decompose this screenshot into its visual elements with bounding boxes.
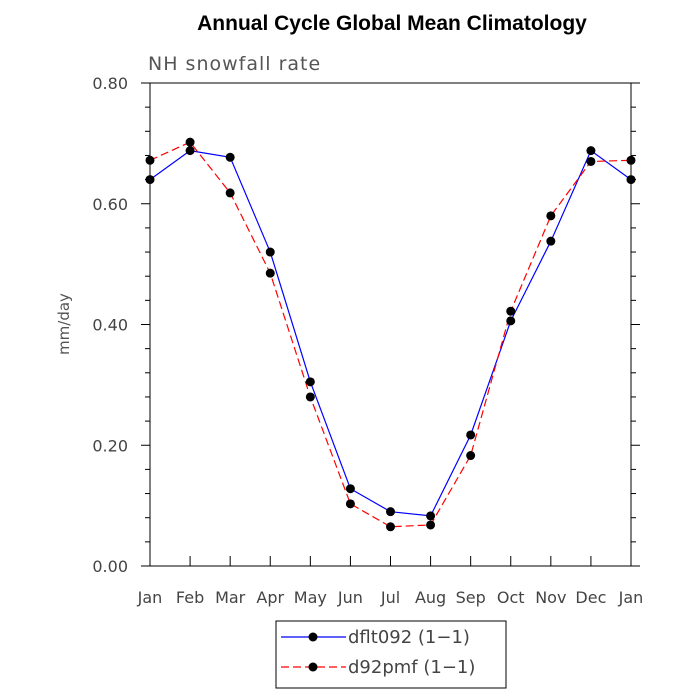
x-tick-labels: Jan Feb Mar Apr May Jun Jul Aug Sep Oct Nov Dec Jan: [137, 588, 644, 607]
x-tick-label: Mar: [215, 588, 246, 607]
legend-label-2: d92pmf (1−1): [348, 657, 475, 678]
chart-title: Annual Cycle Global Mean Climatology: [197, 12, 587, 35]
data-point-series-1: [386, 507, 395, 517]
data-point-series-2: [626, 155, 636, 165]
data-point-series-1: [225, 152, 235, 162]
series-line-1: [149, 149, 632, 517]
y-tick-label: 0.60: [92, 195, 128, 214]
series-lines: [145, 137, 636, 532]
chart-subtitle: NH snowfall rate: [148, 53, 321, 75]
legend-marker-2: [308, 662, 318, 672]
data-point-series-2: [145, 155, 155, 165]
data-point-series-2: [466, 451, 476, 461]
data-point-series-1: [506, 316, 516, 326]
data-point-series-2: [345, 499, 355, 509]
legend-marker-1: [308, 632, 318, 642]
x-tick-label: Apr: [256, 588, 284, 607]
x-tick-label: Nov: [535, 588, 566, 607]
y-tick-label: 0.80: [92, 74, 128, 93]
axis-ticks: [141, 82, 640, 567]
data-point-series-2: [426, 520, 436, 530]
x-tick-label: Jun: [337, 588, 363, 607]
data-point-series-2: [586, 156, 596, 166]
legend-box: [275, 620, 507, 689]
x-tick-label: Feb: [176, 588, 204, 607]
data-point-series-2: [305, 392, 315, 402]
data-point-series-2: [506, 306, 516, 316]
x-tick-label: Sep: [456, 588, 486, 607]
y-tick-label: 0.00: [92, 557, 128, 576]
x-tick-label: Jan: [618, 588, 644, 607]
data-point-series-1: [586, 146, 596, 156]
y-axis-label: mm/day: [55, 293, 73, 355]
data-point-series-1: [426, 511, 436, 521]
x-tick-label: Jul: [380, 588, 400, 607]
data-point-series-1: [546, 236, 556, 246]
data-point-series-2: [265, 268, 275, 278]
data-point-series-2: [185, 137, 195, 147]
data-point-series-1: [265, 247, 275, 257]
legend: dflt092 (1−1) d92pmf (1−1): [281, 627, 475, 678]
data-point-series-2: [546, 211, 556, 221]
y-tick-label: 0.20: [92, 436, 128, 455]
y-tick-label: 0.40: [92, 316, 128, 335]
data-point-series-1: [185, 146, 195, 156]
data-point-series-1: [466, 430, 476, 440]
series-line-2: [149, 141, 632, 528]
x-tick-label: May: [294, 588, 327, 607]
data-point-series-2: [225, 188, 235, 198]
x-tick-label: Aug: [415, 588, 446, 607]
y-tick-labels: 0.00 0.20 0.40 0.60 0.80: [92, 74, 128, 576]
x-tick-label: Dec: [575, 588, 606, 607]
data-point-series-1: [145, 175, 155, 185]
data-point-series-1: [305, 377, 315, 387]
data-point-series-1: [345, 484, 355, 494]
x-tick-label: Oct: [497, 588, 525, 607]
data-point-series-1: [626, 175, 636, 185]
x-tick-label: Jan: [137, 588, 163, 607]
legend-label-1: dflt092 (1−1): [348, 627, 470, 648]
data-point-series-2: [386, 522, 395, 532]
